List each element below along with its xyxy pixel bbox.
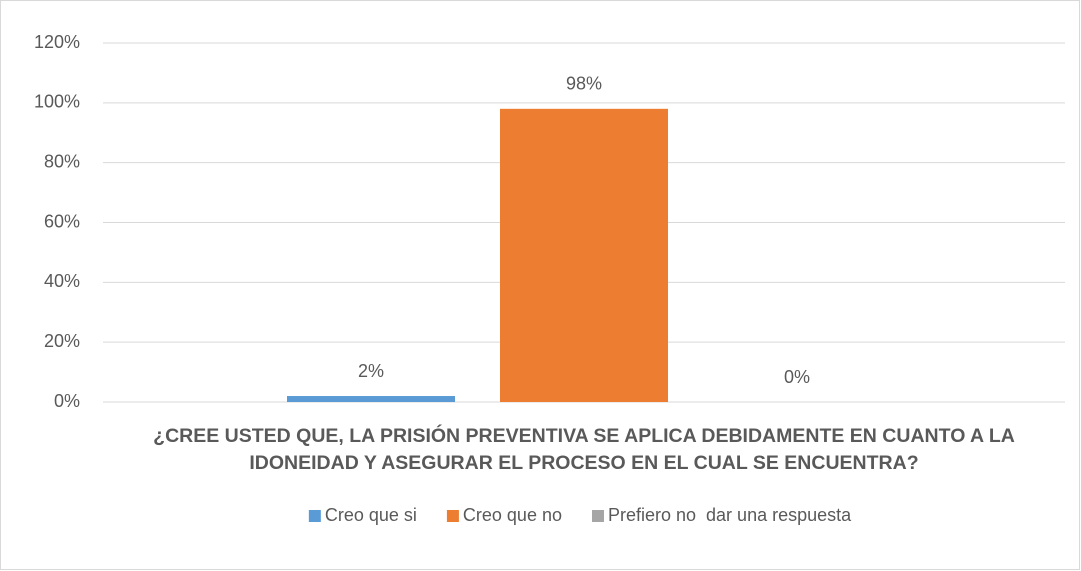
- y-tick-label: 0%: [54, 391, 80, 411]
- legend-label: Creo que si: [325, 505, 417, 525]
- data-label: 98%: [566, 74, 602, 94]
- y-tick-label: 120%: [34, 32, 80, 52]
- category-label: ¿CREE USTED QUE, LA PRISIÓN PREVENTIVA S…: [153, 425, 1015, 474]
- legend-label: Creo que no: [463, 505, 562, 525]
- data-label: 0%: [784, 367, 810, 387]
- bar: [500, 108, 668, 403]
- y-tick-label: 40%: [44, 271, 80, 291]
- legend-swatch: [591, 510, 604, 522]
- legend-swatch: [446, 510, 459, 522]
- y-tick-label: 20%: [44, 331, 80, 351]
- legend-swatch: [308, 510, 321, 522]
- data-label: 2%: [358, 361, 384, 381]
- y-tick-label: 100%: [34, 92, 80, 112]
- bar: [287, 396, 455, 402]
- y-tick-label: 60%: [44, 211, 80, 231]
- legend-label: Prefiero no dar una respuesta: [608, 505, 852, 525]
- y-tick-label: 80%: [44, 151, 80, 171]
